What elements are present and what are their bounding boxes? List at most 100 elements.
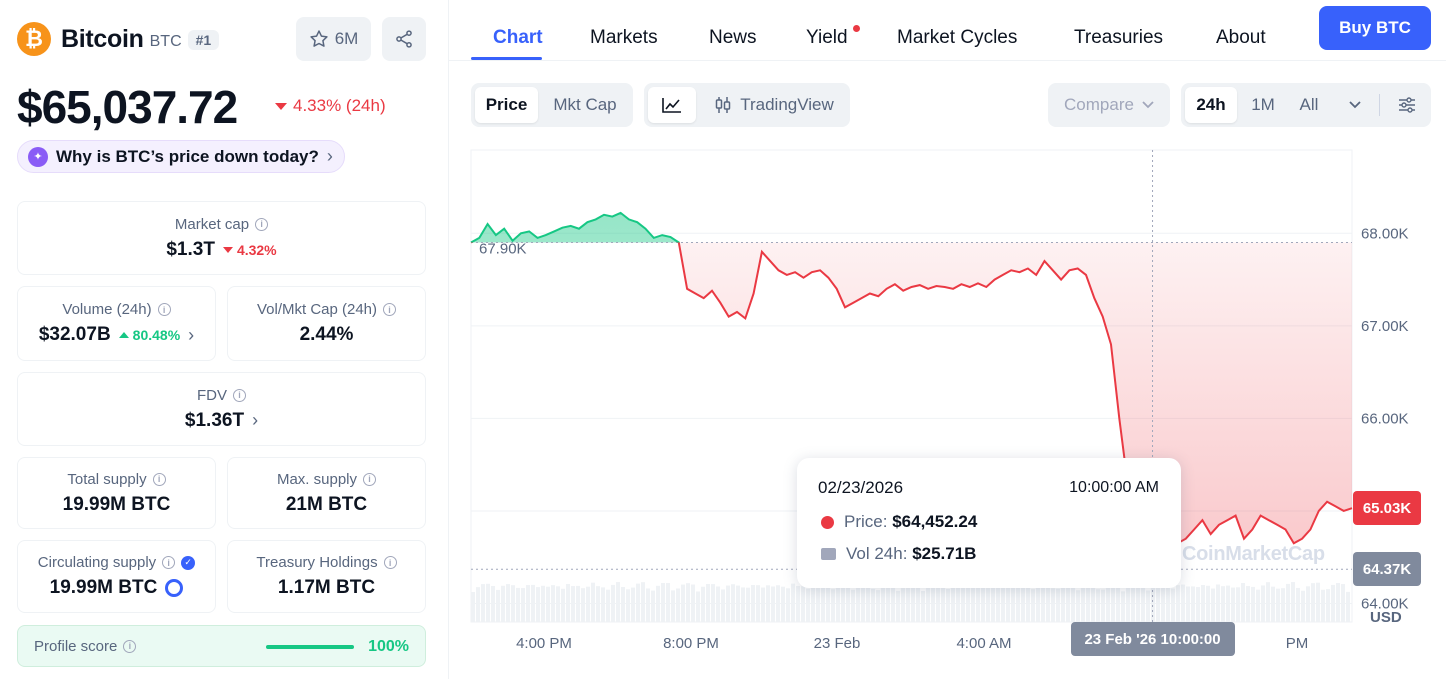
volume-bar: [791, 583, 795, 622]
tab-treasuries[interactable]: Treasuries: [1074, 27, 1164, 48]
volume-bar: [1071, 587, 1075, 622]
volume-bar: [656, 585, 660, 622]
volume-change: 80.48%: [118, 327, 181, 343]
volume-bar: [776, 585, 780, 622]
volume-bar: [1066, 582, 1070, 622]
info-icon[interactable]: i: [383, 303, 397, 316]
range-more-dropdown[interactable]: [1333, 87, 1377, 123]
bitcoin-logo-icon: ₿: [17, 22, 51, 56]
tab-chart[interactable]: Chart: [493, 27, 543, 48]
volume-bar: [971, 587, 975, 622]
volume-bar: [611, 584, 615, 622]
mktcap-toggle-button[interactable]: Mkt Cap: [553, 95, 617, 114]
tab-markets[interactable]: Markets: [590, 27, 658, 48]
volume-bar: [1136, 583, 1140, 622]
compare-label: Compare: [1064, 95, 1134, 114]
volume-bar: [966, 586, 970, 622]
volume-bar: [571, 586, 575, 622]
info-icon[interactable]: i: [162, 556, 176, 569]
volume-bar: [961, 586, 965, 622]
tooltip-volume-row: Vol 24h: $25.71B: [821, 544, 976, 564]
line-chart-button[interactable]: [648, 87, 696, 123]
volume-bar: [1326, 589, 1330, 622]
volume-bar: [1251, 586, 1255, 622]
volume-bar: [1286, 583, 1290, 622]
volume-bar: [546, 586, 550, 622]
buy-btc-button[interactable]: Buy BTC: [1319, 6, 1431, 50]
max-supply-value: 21M BTC: [285, 493, 368, 515]
volume-bar: [1271, 586, 1275, 622]
volume-bar: [531, 584, 535, 622]
volume-bar: [756, 585, 760, 622]
volume-bar: [816, 582, 820, 622]
fdv-card[interactable]: FDV i $1.36T ›: [17, 372, 426, 446]
chart-settings-button[interactable]: [1387, 87, 1427, 123]
volume-bar: [1301, 590, 1305, 622]
tooltip-vol-label: Vol 24h:: [846, 544, 908, 563]
volume-bar: [1021, 586, 1025, 622]
volume-bar: [676, 588, 680, 622]
info-icon[interactable]: i: [123, 639, 137, 653]
range-1m-button[interactable]: 1M: [1251, 95, 1275, 114]
profile-score-card[interactable]: Profile score i 100%: [17, 625, 426, 667]
chevron-right-icon: ›: [252, 410, 259, 430]
why-price-down-button[interactable]: ✦ Why is BTC’s price down today? ›: [17, 140, 345, 173]
volume-bar: [751, 585, 755, 622]
info-icon[interactable]: i: [233, 388, 246, 402]
chevron-down-icon: [1142, 101, 1154, 109]
volume-bar: [1121, 591, 1125, 622]
volume-bar: [1311, 583, 1315, 622]
volume-bar: [696, 591, 700, 622]
y-tick-label: 67.00K: [1361, 318, 1409, 335]
volume-bar: [936, 584, 940, 622]
volume-bar: [651, 590, 655, 622]
share-button[interactable]: [382, 17, 426, 61]
tab-about[interactable]: About: [1216, 27, 1266, 48]
time-range-toggle: 24h 1M All: [1181, 83, 1431, 127]
tradingview-label: TradingView: [740, 95, 834, 114]
volume-value: $32.07B: [38, 324, 111, 345]
max-supply-card: Max. supply i 21M BTC: [227, 457, 426, 529]
active-tab-indicator: [471, 57, 542, 60]
cursor-time-badge: 23 Feb '26 10:00:00: [1070, 622, 1235, 656]
coin-header: ₿ Bitcoin BTC #1: [17, 22, 220, 56]
price-toggle-button[interactable]: Price: [475, 87, 538, 123]
share-icon: [396, 30, 412, 48]
volume-bar: [881, 585, 885, 622]
volume-bar: [711, 584, 715, 622]
volume-bar: [1236, 587, 1240, 622]
info-icon[interactable]: i: [157, 303, 171, 316]
info-icon[interactable]: i: [363, 472, 377, 486]
star-icon: [310, 30, 328, 47]
current-price-badge: 65.03K: [1353, 491, 1421, 526]
volume-bar: [1151, 586, 1155, 622]
volume-bar: [1156, 584, 1160, 622]
volume-bar: [1291, 582, 1295, 622]
tradingview-button[interactable]: TradingView: [702, 87, 846, 123]
volume-change-value: 80.48%: [132, 327, 181, 343]
volume-bar: [1111, 583, 1115, 622]
circulating-supply-value: 19.99M BTC: [49, 577, 158, 598]
tab-market-cycles[interactable]: Market Cycles: [897, 27, 1018, 48]
compare-dropdown[interactable]: Compare: [1048, 83, 1170, 127]
compare-dropdown-trigger[interactable]: Compare: [1056, 87, 1162, 123]
volume-card[interactable]: Volume (24h) i $32.07B 80.48% ›: [17, 286, 216, 361]
range-all-button[interactable]: All: [1299, 95, 1319, 114]
volume-bar: [901, 588, 905, 622]
info-icon[interactable]: i: [255, 217, 269, 231]
volume-bar: [591, 582, 595, 622]
watchlist-button[interactable]: 6M: [296, 17, 371, 61]
tab-yield[interactable]: Yield: [806, 27, 848, 48]
volume-bar: [876, 590, 880, 622]
tooltip-time: 10:00:00 AM: [1069, 479, 1159, 496]
info-icon[interactable]: i: [152, 472, 166, 486]
volume-icon: [821, 548, 836, 560]
info-icon[interactable]: i: [383, 556, 397, 569]
chart-tooltip: 02/23/2026 10:00:00 AM Price: $64,452.24…: [797, 458, 1181, 588]
volume-bar: [616, 582, 620, 622]
range-24h-button[interactable]: 24h: [1185, 87, 1237, 123]
tab-news[interactable]: News: [709, 27, 757, 48]
volume-bar: [1166, 587, 1170, 622]
